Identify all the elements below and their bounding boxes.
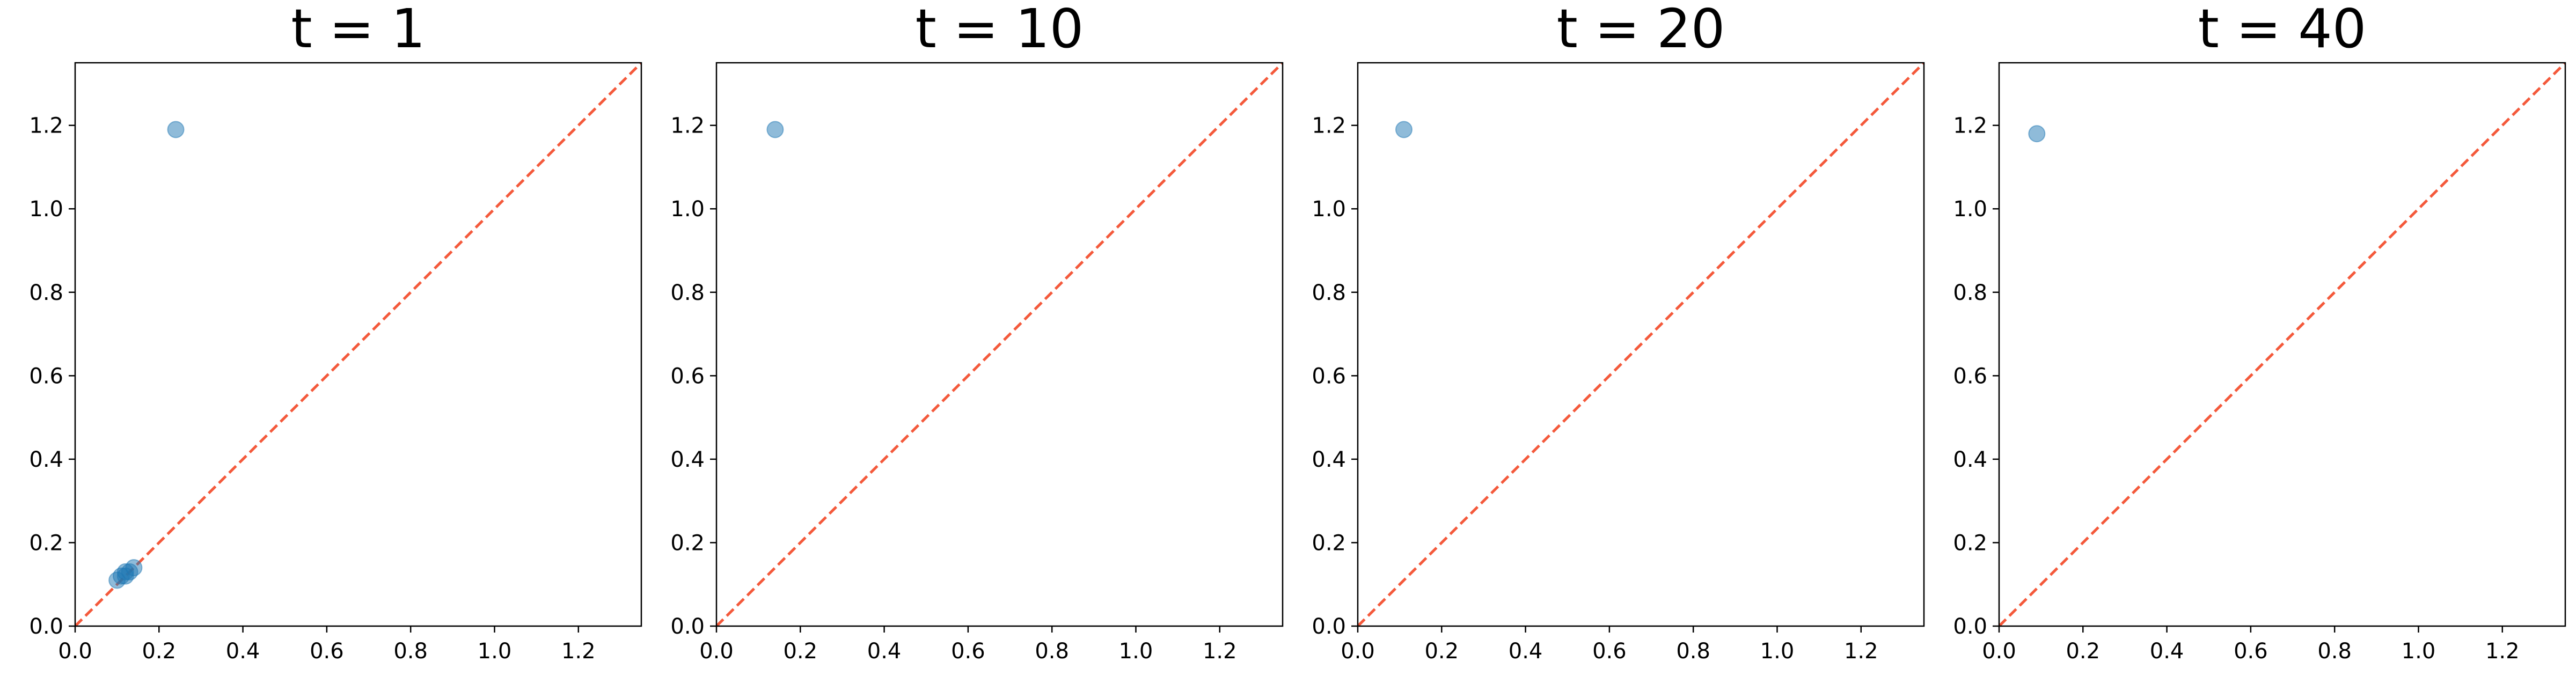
y-tick-label: 0.0 — [1953, 614, 1987, 639]
y-tick-label: 0.4 — [1312, 447, 1346, 472]
x-tick-label: 0.0 — [1982, 639, 2016, 664]
data-point — [2028, 125, 2046, 143]
axes-frame — [715, 62, 1284, 627]
subplot-2: t = 10 0.0 0.2 0.4 0.6 0.8 1.0 1.2 0.0 0.2 0.4 0.6 0… — [670, 0, 1284, 664]
x-tick-label: 0.8 — [1035, 639, 1069, 664]
axes-frame — [74, 62, 642, 627]
x-tick-label: 0.2 — [783, 639, 817, 664]
y-tick-label: 1.2 — [670, 114, 705, 138]
x-tick-label: 0.2 — [142, 639, 176, 664]
y-tick-label: 1.0 — [670, 197, 705, 222]
x-tick-label: 0.6 — [951, 639, 985, 664]
data-point — [1395, 121, 1413, 138]
x-tick-label: 0.0 — [1341, 639, 1375, 664]
y-tick-label: 1.0 — [29, 197, 63, 222]
axes-frame — [1357, 62, 1925, 627]
y-tick-label: 0.2 — [1312, 531, 1346, 555]
data-point — [167, 121, 185, 138]
x-tick-label: 0.0 — [699, 639, 734, 664]
subplot-4: t = 40 0.0 0.2 0.4 0.6 0.8 1.0 1.2 0.0 0.2 0.4 0.6 0… — [1953, 0, 2566, 664]
reference-diagonal-line — [1358, 63, 1924, 626]
x-tick-label: 0.4 — [867, 639, 902, 664]
y-tick-label: 0.8 — [670, 281, 705, 305]
y-tick-label: 0.2 — [29, 531, 63, 555]
y-tick-label: 0.8 — [1312, 281, 1346, 305]
x-tick-label: 0.4 — [226, 639, 260, 664]
x-tick-label: 1.0 — [1760, 639, 1795, 664]
y-tick-label: 0.8 — [1953, 281, 1987, 305]
x-tick-label: 0.2 — [2066, 639, 2100, 664]
x-tick-label: 1.0 — [478, 639, 512, 664]
axes-frame — [1998, 62, 2566, 627]
x-tick-label: 0.6 — [2234, 639, 2268, 664]
x-tick-label: 1.2 — [1844, 639, 1878, 664]
x-tick-label: 0.4 — [1509, 639, 1543, 664]
y-tick-label: 1.2 — [1312, 114, 1346, 138]
reference-diagonal-line — [75, 63, 641, 626]
x-tick-label: 0.6 — [1592, 639, 1627, 664]
subplot-title: t = 1 — [291, 0, 425, 60]
y-tick-label: 0.0 — [670, 614, 705, 639]
y-tick-label: 0.0 — [1312, 614, 1346, 639]
y-tick-label: 0.2 — [670, 531, 705, 555]
y-tick-label: 0.6 — [1312, 364, 1346, 388]
subplot-title: t = 10 — [916, 0, 1084, 60]
x-tick-label: 0.4 — [2150, 639, 2184, 664]
y-tick-label: 1.2 — [29, 114, 63, 138]
y-tick-label: 0.6 — [1953, 364, 1987, 388]
y-tick-label: 0.8 — [29, 281, 63, 305]
y-tick-label: 0.0 — [29, 614, 63, 639]
x-tick-label: 0.8 — [393, 639, 428, 664]
data-point — [766, 121, 784, 138]
x-tick-label: 1.2 — [2485, 639, 2520, 664]
reference-diagonal-line — [716, 63, 1283, 626]
y-tick-label: 0.4 — [1953, 447, 1987, 472]
y-tick-label: 1.0 — [1312, 197, 1346, 222]
x-tick-label: 0.6 — [310, 639, 344, 664]
data-point — [125, 559, 143, 577]
x-tick-label: 0.0 — [58, 639, 92, 664]
x-tick-label: 1.2 — [561, 639, 596, 664]
y-tick-label: 1.0 — [1953, 197, 1987, 222]
y-tick-label: 0.4 — [670, 447, 705, 472]
subplot-title: t = 40 — [2198, 0, 2367, 60]
subplot-3: t = 20 0.0 0.2 0.4 0.6 0.8 1.0 1.2 0.0 0.2 0.4 0.6 0… — [1312, 0, 1925, 664]
subplot-title: t = 20 — [1557, 0, 1725, 60]
x-tick-label: 0.8 — [2317, 639, 2352, 664]
y-tick-label: 1.2 — [1953, 114, 1987, 138]
y-tick-label: 0.6 — [29, 364, 63, 388]
subplot-1: t = 1 0.0 0.2 0.4 0.6 0.8 1.0 1.2 0.0 0.2 0.4 0.6 0.… — [29, 0, 642, 664]
x-tick-label: 1.0 — [1119, 639, 1153, 664]
x-tick-label: 0.2 — [1424, 639, 1459, 664]
reference-diagonal-line — [1999, 63, 2565, 626]
y-tick-label: 0.4 — [29, 447, 63, 472]
x-tick-label: 1.0 — [2402, 639, 2436, 664]
y-tick-label: 0.6 — [670, 364, 705, 388]
x-tick-label: 0.8 — [1676, 639, 1710, 664]
y-tick-label: 0.2 — [1953, 531, 1987, 555]
x-tick-label: 1.2 — [1203, 639, 1237, 664]
